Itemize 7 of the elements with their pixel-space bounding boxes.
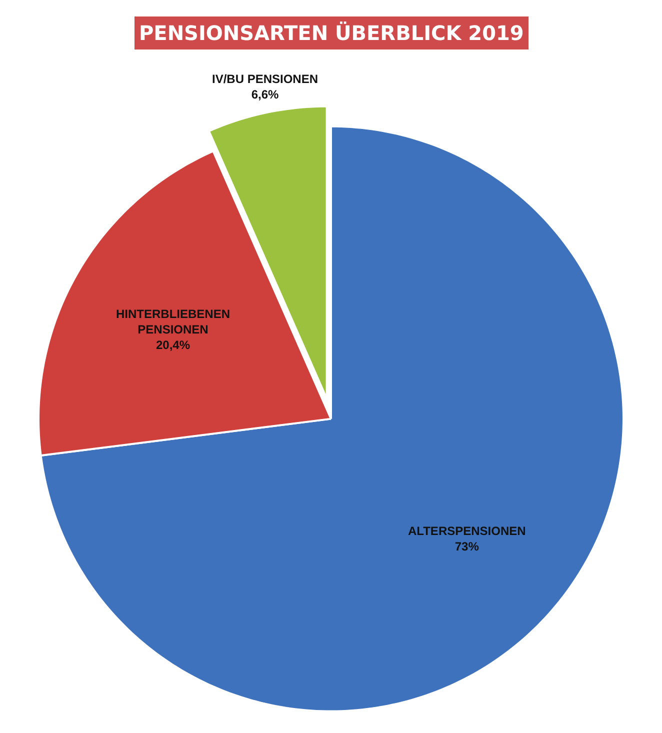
slice-label: IV/BU PENSIONEN: [212, 72, 318, 86]
data-label: 20,4%: [156, 338, 190, 352]
slice-label: ALTERSPENSIONEN: [408, 524, 526, 538]
chart-title: PENSIONSARTEN ÜBERBLICK 2019: [139, 21, 524, 45]
slice-label: HINTERBLIEBENEN PENSIONEN: [116, 307, 230, 337]
data-label: 6,6%: [251, 88, 280, 102]
data-label: 73%: [454, 540, 480, 554]
